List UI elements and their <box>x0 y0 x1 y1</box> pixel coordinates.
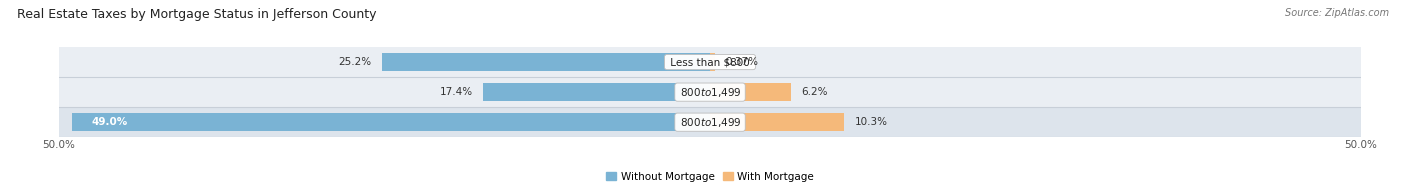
Text: Less than $800: Less than $800 <box>666 57 754 67</box>
Bar <box>59 47 1361 77</box>
Bar <box>710 113 844 132</box>
Text: 17.4%: 17.4% <box>440 87 472 97</box>
Bar <box>710 53 714 71</box>
Text: $800 to $1,499: $800 to $1,499 <box>678 116 742 129</box>
Bar <box>484 83 710 102</box>
Text: 0.37%: 0.37% <box>725 57 758 67</box>
Bar <box>710 83 790 102</box>
Text: 49.0%: 49.0% <box>91 117 128 127</box>
Bar <box>72 113 710 132</box>
Bar <box>59 107 1361 137</box>
Text: 25.2%: 25.2% <box>339 57 371 67</box>
Bar <box>382 53 710 71</box>
Bar <box>59 77 1361 107</box>
Text: $800 to $1,499: $800 to $1,499 <box>678 86 742 99</box>
Text: 6.2%: 6.2% <box>801 87 828 97</box>
Text: Real Estate Taxes by Mortgage Status in Jefferson County: Real Estate Taxes by Mortgage Status in … <box>17 8 377 21</box>
Text: Source: ZipAtlas.com: Source: ZipAtlas.com <box>1285 8 1389 18</box>
Text: 10.3%: 10.3% <box>855 117 887 127</box>
Legend: Without Mortgage, With Mortgage: Without Mortgage, With Mortgage <box>606 172 814 181</box>
